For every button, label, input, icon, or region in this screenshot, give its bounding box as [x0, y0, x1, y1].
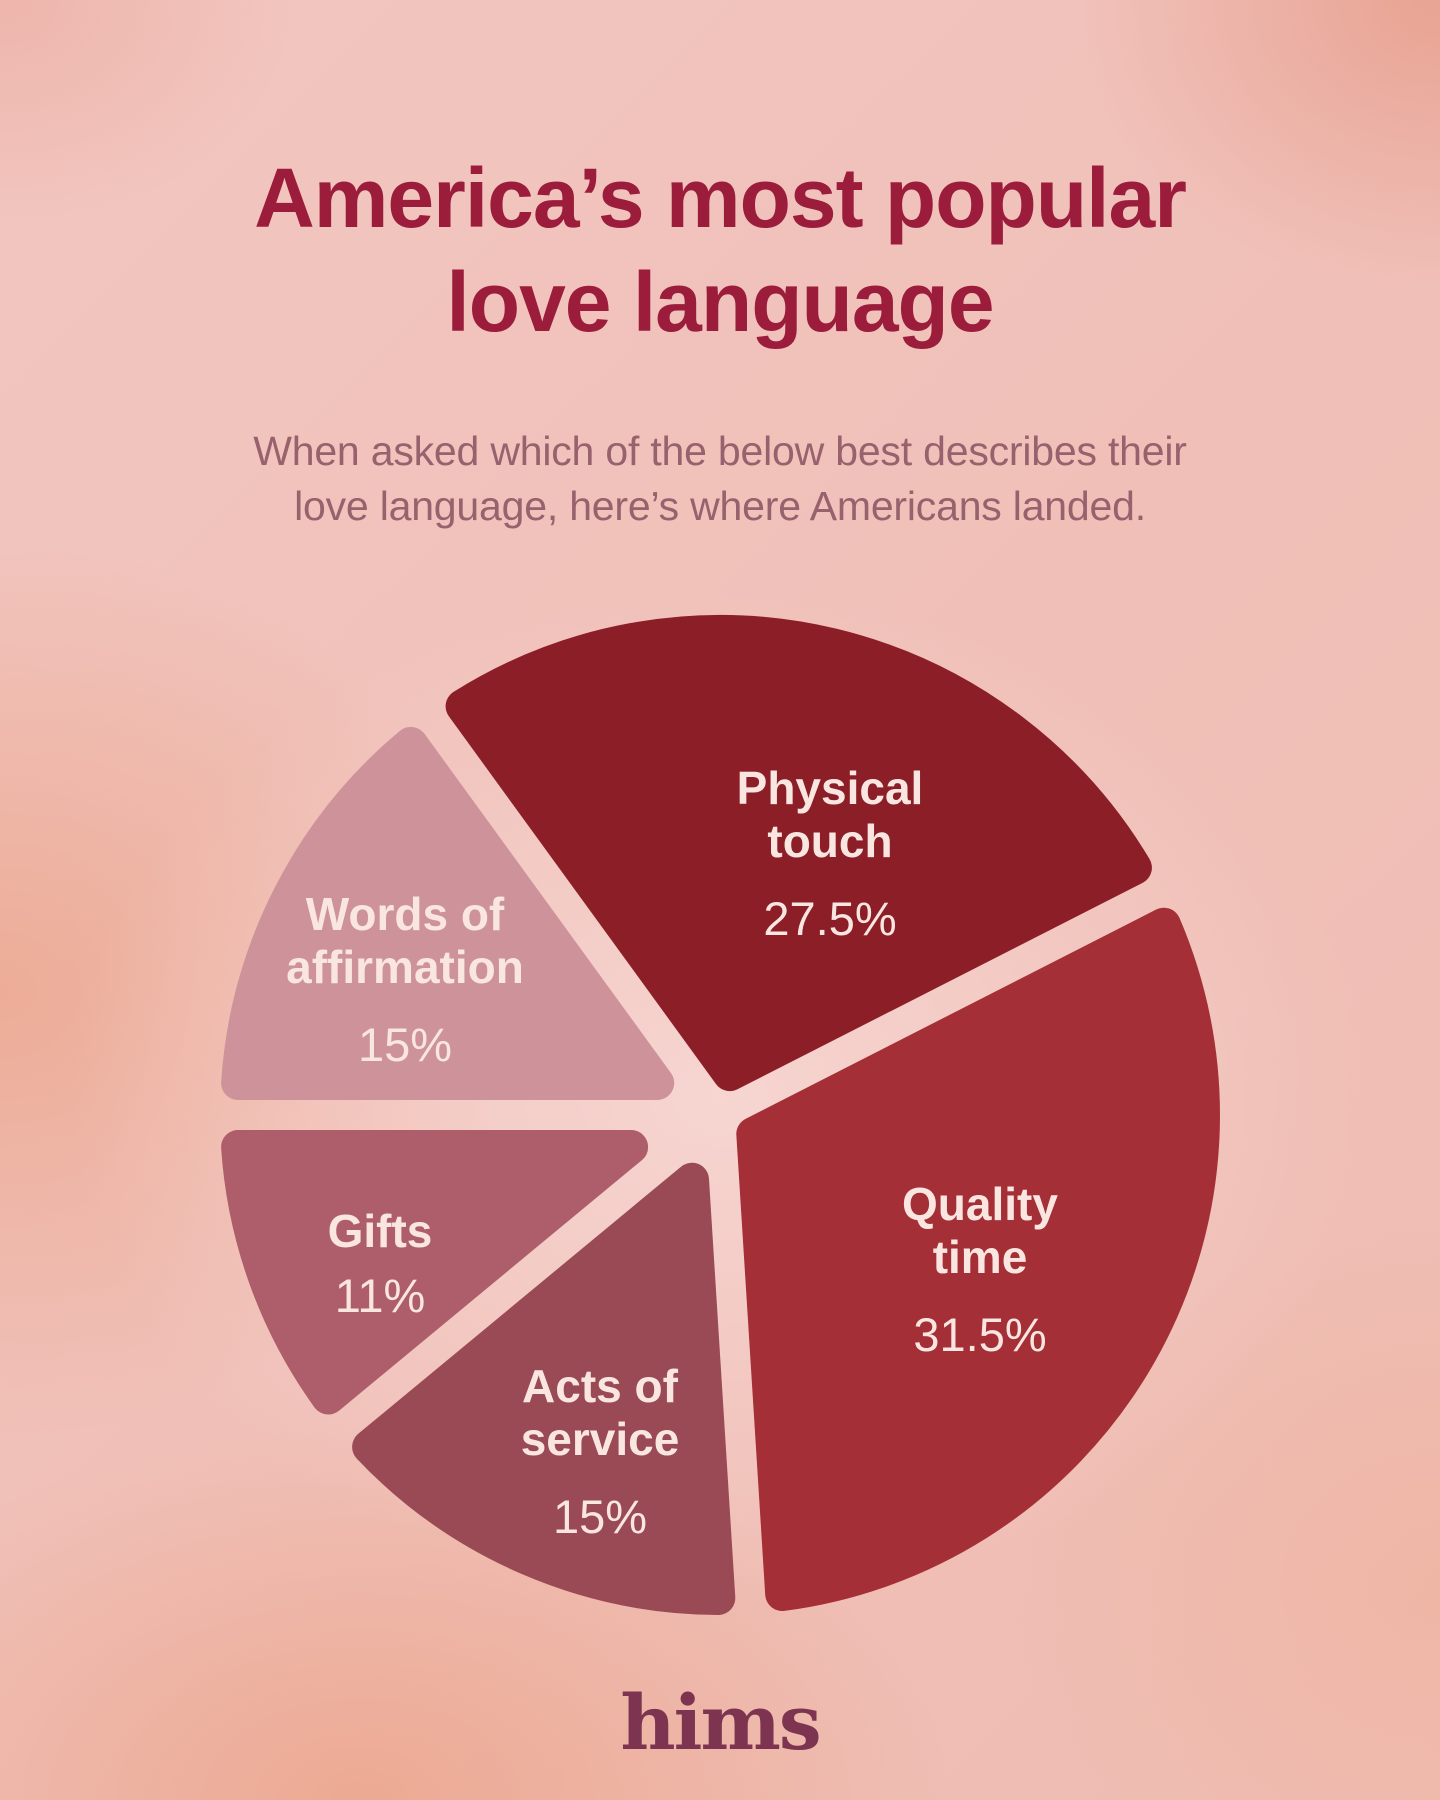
pie-slice-gifts	[221, 1130, 649, 1415]
page-title-line1: America’s most popular	[254, 151, 1187, 245]
page-subtitle-line2: love language, here’s where Americans la…	[294, 482, 1146, 529]
slice-percent: 31.5%	[913, 1307, 1047, 1361]
slice-percent: 15%	[357, 1017, 453, 1071]
slice-percent: 15%	[552, 1489, 648, 1543]
slice-name: Gifts	[327, 1205, 433, 1257]
page-title-line2: love language	[446, 255, 994, 350]
page-title: America’s most popular love language	[0, 146, 1440, 354]
page-subtitle: When asked which of the below best descr…	[0, 424, 1440, 533]
slice-name: Quality time	[902, 1178, 1058, 1284]
pie-label-physical-touch: Physical touch 27.5%	[700, 762, 960, 946]
hims-logo: hims	[620, 1678, 821, 1767]
pie-slice-words-of-affirmation	[221, 726, 675, 1100]
slice-name: Acts of service	[520, 1360, 680, 1466]
pie-slice-acts-of-service	[352, 1162, 736, 1615]
slice-percent: 11%	[334, 1269, 426, 1323]
slice-name: Physical touch	[736, 762, 924, 868]
page-subtitle-line1: When asked which of the below best descr…	[253, 428, 1187, 474]
pie-label-gifts: Gifts 11%	[230, 1205, 530, 1323]
slice-name: Words of affirmation	[286, 888, 524, 994]
pie-slice-physical-touch	[445, 615, 1152, 1092]
pie-label-acts-of-service: Acts of service 15%	[490, 1360, 710, 1544]
pie-label-quality-time: Quality time 31.5%	[870, 1178, 1090, 1362]
slice-percent: 27.5%	[763, 891, 897, 945]
pie-label-words-of-affirmation: Words of affirmation 15%	[255, 888, 555, 1072]
pie-slice-quality-time	[736, 907, 1220, 1611]
